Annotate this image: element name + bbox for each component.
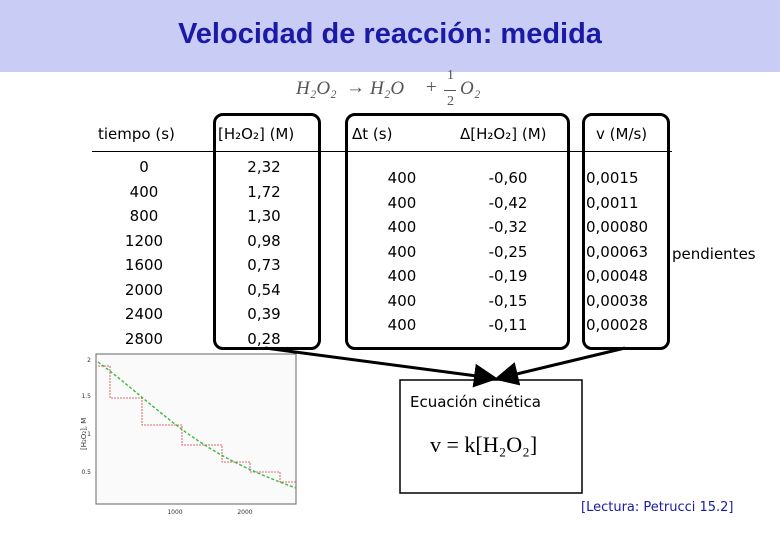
- graph-ytick: 0.5: [81, 469, 91, 476]
- rate-cell: 0,0011: [586, 193, 639, 212]
- time-cell: 1600: [124, 256, 164, 274]
- concentration-column: 2,32 1,72 1,30 0,98 0,73 0,54 0,39 0,28: [236, 155, 292, 351]
- delta-concentration-cell: -0,11: [488, 316, 528, 334]
- delta-concentration-cell: -0,32: [488, 218, 528, 236]
- time-cell: 2000: [124, 280, 164, 299]
- concentration-graph: [H₂O₂], M 2 1.5 1 0.5 1000 2000: [80, 353, 297, 516]
- graph-ytick: 1: [87, 431, 91, 438]
- concentration-cell: 0,28: [247, 329, 281, 348]
- time-cell: 2400: [124, 305, 164, 323]
- graph-step-line: [98, 365, 296, 483]
- rate-box: [582, 113, 670, 350]
- rate-cell: 0,00048: [586, 267, 649, 285]
- delta-concentration-cell: -0,15: [488, 291, 528, 310]
- graph-xtick: 1000: [167, 509, 182, 516]
- rate-cell: 0,00028: [586, 316, 649, 334]
- delta-time-cell: 400: [387, 193, 417, 212]
- eq-fraction-denominator: 2: [447, 94, 454, 109]
- header-delta-concentration: Δ[H₂O₂] (M): [460, 125, 547, 143]
- time-cell: 2800: [124, 329, 164, 348]
- title-bar: [0, 0, 780, 72]
- time-cell: 800: [129, 207, 159, 225]
- arrow-from-rate: [494, 346, 626, 386]
- reaction-equation: H₂O₂ → H₂O + 1 2 O₂: [296, 68, 496, 120]
- concentration-cell: 2,32: [247, 158, 281, 176]
- delta-time-cell: 400: [387, 291, 417, 310]
- graph-ytick: 2: [87, 357, 91, 364]
- reading-reference: [Lectura: Petrucci 15.2]: [581, 500, 734, 515]
- rate-cell: 0,00080: [586, 218, 649, 236]
- header-rule: [92, 151, 672, 152]
- time-cell: 1200: [124, 231, 164, 250]
- graph-decay-curve: [97, 361, 297, 489]
- rate-cell: 0,00038: [586, 291, 649, 310]
- concentration-cell: 0,54: [247, 280, 281, 299]
- time-cell: 400: [129, 182, 159, 201]
- time-column: 0 400 800 1200 1600 2000 2400 2800: [112, 155, 176, 351]
- slopes-label: pendientes: [672, 245, 756, 263]
- concentration-cell: 0,73: [247, 256, 281, 274]
- kinetic-equation-box: [399, 379, 583, 494]
- eq-fraction-numerator: 1: [447, 68, 454, 83]
- delta-concentration-column: -0,60 -0,42 -0,32 -0,25 -0,19 -0,15 -0,1…: [476, 166, 540, 338]
- delta-time-cell: 400: [387, 316, 417, 334]
- rate-column: 0,0015 0,0011 0,00080 0,00063 0,00048 0,…: [586, 166, 666, 338]
- graph-ylabel: [H₂O₂], M: [80, 418, 88, 450]
- graph-xtick: 2000: [237, 509, 252, 516]
- concentration-cell: 0,39: [247, 305, 281, 323]
- eq-product-oxygen: O₂: [460, 78, 481, 99]
- delta-time-cell: 400: [387, 242, 417, 261]
- delta-concentration-cell: -0,25: [488, 242, 528, 261]
- graph-ytick: 1.5: [81, 393, 91, 400]
- header-time: tiempo (s): [98, 125, 175, 143]
- concentration-cell: 1,72: [247, 182, 281, 201]
- delta-time-column: 400 400 400 400 400 400 400: [372, 166, 432, 338]
- eq-plus: +: [426, 77, 437, 98]
- concentration-cell: 1,30: [247, 207, 281, 225]
- time-cell: 0: [139, 158, 149, 176]
- eq-arrow: →: [346, 77, 365, 98]
- delta-concentration-cell: -0,42: [488, 193, 528, 212]
- eq-product-water: H₂O: [370, 78, 405, 99]
- graph-frame: [95, 353, 297, 505]
- slide-title: Velocidad de reacción: medida: [178, 18, 602, 50]
- header-rate: v (M/s): [596, 125, 648, 143]
- delta-concentration-cell: -0,60: [488, 169, 528, 187]
- kinetic-equation: v = k[H₂O₂]: [430, 432, 538, 457]
- delta-concentration-cell: -0,19: [488, 267, 528, 285]
- delta-time-cell: 400: [387, 169, 417, 187]
- rate-cell: 0,0015: [586, 169, 639, 187]
- header-concentration: [H₂O₂] (M): [218, 125, 295, 143]
- arrow-from-concentration: [264, 346, 498, 388]
- rate-cell: 0,00063: [586, 242, 649, 261]
- delta-time-cell: 400: [387, 267, 417, 285]
- delta-time-cell: 400: [387, 218, 417, 236]
- kinetic-equation-title: Ecuación cinética: [410, 393, 541, 411]
- concentration-cell: 0,98: [247, 231, 281, 250]
- header-delta-time: Δt (s): [352, 125, 393, 143]
- eq-fraction-bar: [444, 90, 456, 91]
- delta-box: [345, 113, 570, 350]
- eq-reactant: H₂O₂: [296, 78, 337, 99]
